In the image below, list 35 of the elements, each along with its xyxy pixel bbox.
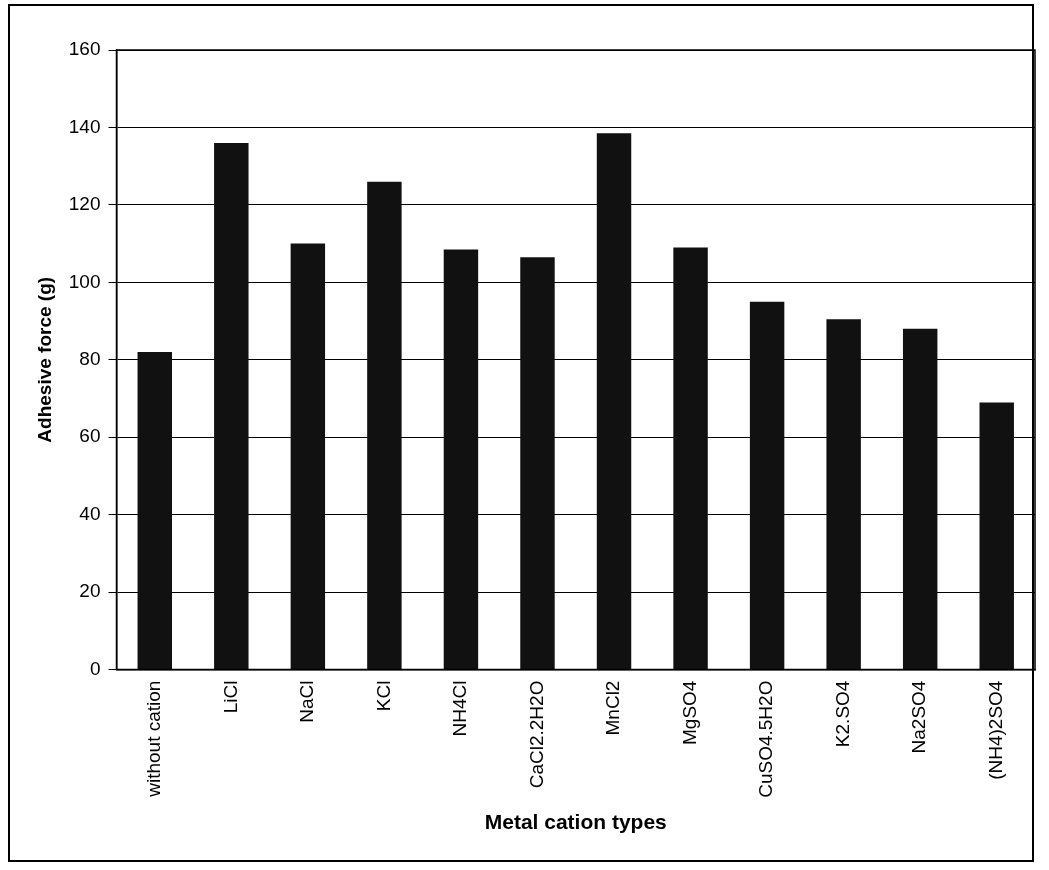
bar: [367, 181, 402, 670]
bar: [214, 142, 249, 670]
x-tick-label: CaCl2.2H2O: [525, 680, 547, 789]
y-tick-label: 80: [79, 348, 101, 370]
bar: [826, 319, 861, 670]
x-tick-label: without cation: [143, 680, 165, 798]
y-tick-label: 0: [89, 657, 101, 679]
x-tick-label: Na2SO4: [908, 680, 930, 754]
bar: [979, 402, 1014, 670]
bar: [596, 133, 632, 670]
bar: [749, 301, 785, 670]
bar: [443, 249, 479, 670]
bar: [520, 257, 555, 670]
y-tick-label: 120: [68, 193, 101, 215]
y-tick-label: 60: [79, 425, 101, 447]
y-tick-label: 160: [68, 38, 101, 60]
x-tick-label: KCl: [372, 680, 394, 712]
y-tick-label: 40: [79, 502, 101, 524]
bar: [137, 352, 172, 670]
x-tick-label: MgSO4: [678, 680, 700, 745]
x-tick-label: NH4Cl: [449, 680, 471, 737]
x-tick-label: (NH4)2SO4: [984, 680, 1006, 780]
x-tick-label: NaCl: [296, 680, 318, 723]
x-tick-label: CuSO4.5H2O: [755, 680, 777, 798]
bar: [290, 243, 326, 670]
bar: [673, 247, 708, 670]
x-tick-label: MnCl2: [602, 680, 624, 736]
y-axis-title: Adhesive force (g): [33, 276, 55, 443]
y-tick-label: 20: [79, 580, 101, 602]
bar: [902, 328, 938, 670]
y-tick-label: 140: [68, 115, 101, 137]
x-axis-title: Metal cation types: [484, 810, 667, 834]
x-tick-label: LiCl: [219, 680, 241, 714]
y-tick-label: 100: [68, 270, 101, 292]
x-tick-label: K2.SO4: [831, 680, 853, 748]
